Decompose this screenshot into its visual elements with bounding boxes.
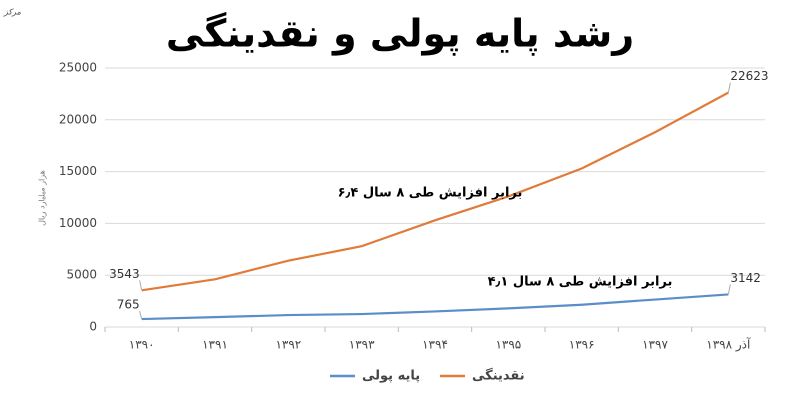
y-tick-label: 15000 [59, 164, 97, 178]
legend-label: نقدینگی [472, 368, 525, 384]
annotation: ۴٫۱ برابر افزایش طی ۸ سال [488, 275, 673, 290]
data-label: 765 [117, 298, 140, 312]
x-tick-label: ۱۳۹۲ [275, 338, 301, 352]
label-leader [139, 310, 143, 320]
x-tick-label: ۱۳۹۰ [129, 338, 155, 352]
y-tick-label: 25000 [59, 61, 97, 75]
chart-title: رشد پایه پولی و نقدینگی [166, 12, 634, 57]
x-tick-label: ۱۳۹۵ [495, 338, 521, 352]
label-leader [727, 82, 731, 93]
x-tick-label: ۱۳۹۳ [349, 338, 375, 352]
x-tick-label: ۱۳۹۷ [642, 338, 668, 352]
y-tick-label: 20000 [59, 112, 97, 126]
y-axis-label: هزار میلیارد ریال [38, 170, 47, 226]
x-tick-label: ۱۳۹۶ [569, 338, 595, 352]
label-leader [727, 284, 731, 295]
legend-label: پایه پولی [362, 369, 420, 384]
x-tick-label: ۱۳۹۴ [422, 338, 448, 352]
y-tick-label: 0 [89, 320, 97, 334]
line [141, 91, 729, 292]
y-tick-label: 10000 [59, 216, 97, 230]
annotation: ۶٫۴ برابر افزایش طی ۸ سال [338, 186, 523, 201]
x-tick-label: آذر ۱۳۹۸ [706, 337, 751, 353]
line [141, 293, 729, 321]
data-label: 3142 [730, 271, 761, 285]
source: مرکز [3, 8, 22, 17]
x-tick-label: ۱۳۹۱ [202, 338, 228, 352]
data-label: 22623 [730, 69, 768, 83]
data-label: 3543 [109, 267, 140, 281]
label-leader [139, 280, 143, 291]
y-tick-label: 5000 [66, 268, 97, 282]
